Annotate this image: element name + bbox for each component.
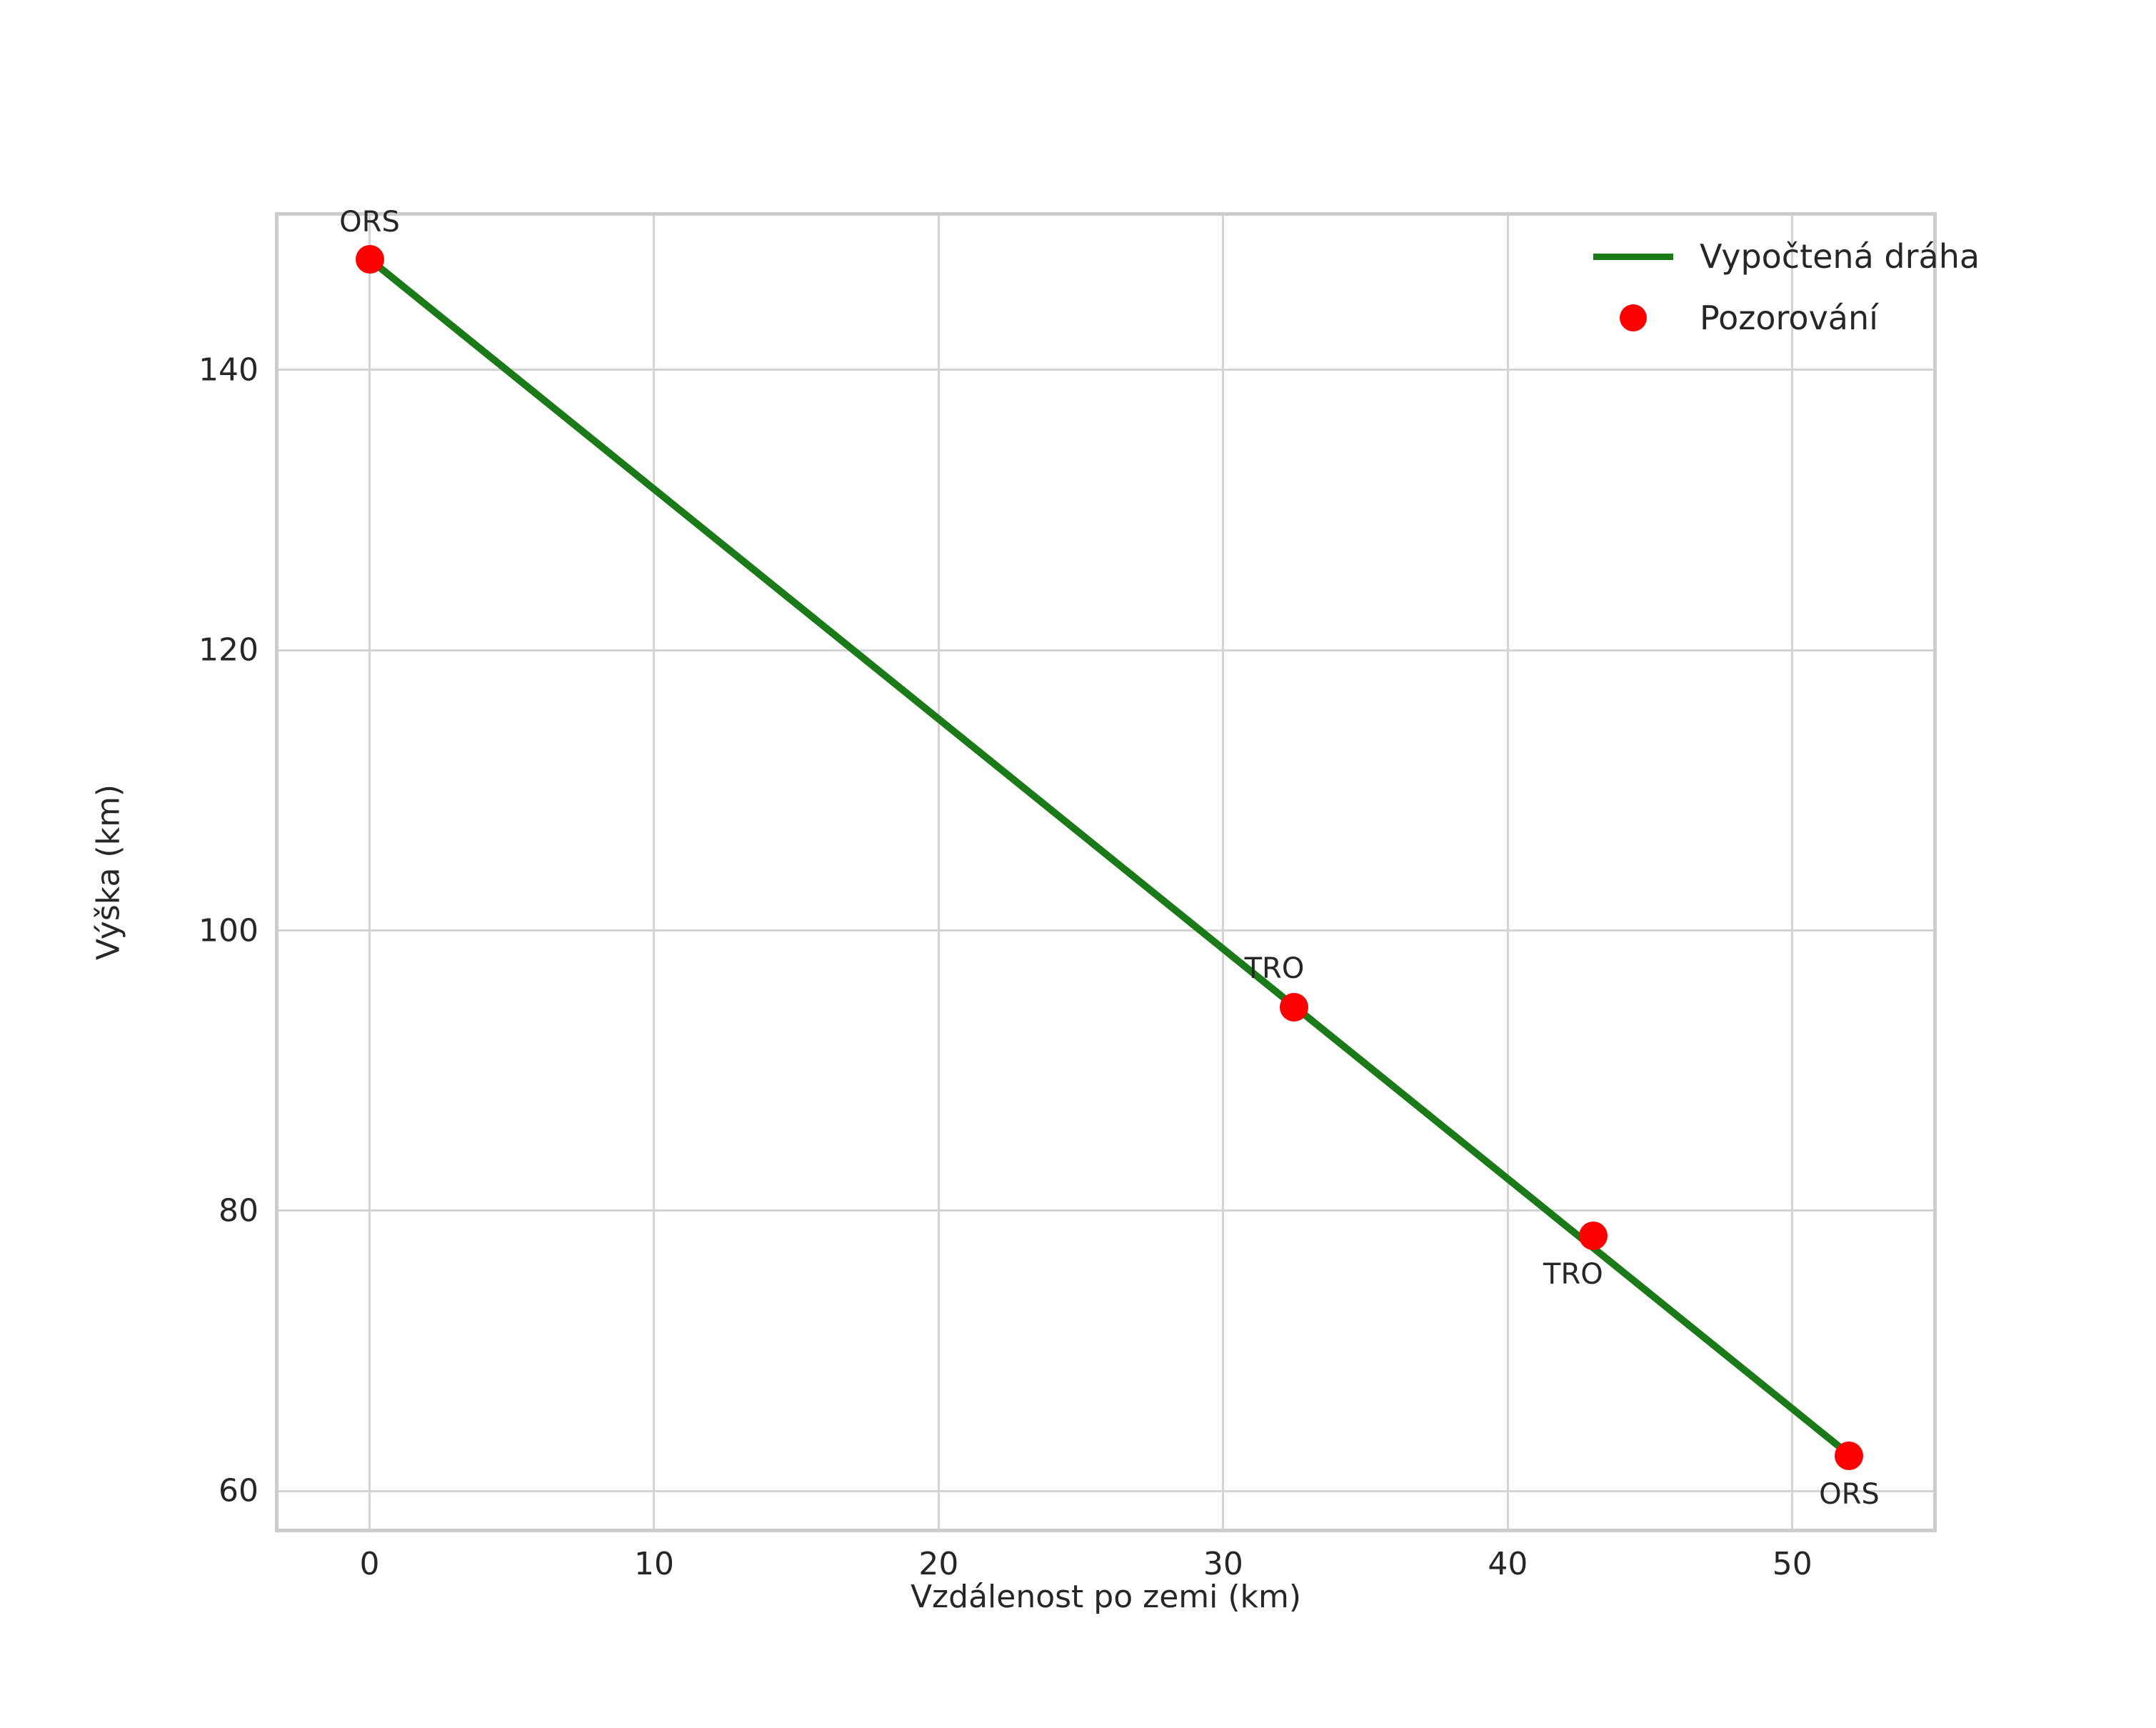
gridline-y bbox=[279, 369, 1933, 371]
x-tick-label: 10 bbox=[633, 1546, 674, 1582]
y-tick-label: 140 bbox=[199, 351, 259, 389]
observation-point-label: ORS bbox=[339, 205, 400, 239]
gridline-x bbox=[1791, 216, 1794, 1529]
gridline-x bbox=[937, 216, 940, 1529]
x-tick-label: 40 bbox=[1488, 1546, 1528, 1582]
legend-line-swatch bbox=[1587, 253, 1680, 260]
legend-entry-marker: Pozorování bbox=[1587, 296, 1980, 339]
gridline-x bbox=[1222, 216, 1225, 1529]
gridline-x bbox=[1506, 216, 1509, 1529]
gridline-y bbox=[279, 929, 1933, 932]
x-axis-title: Vzdálenost po zemi (km) bbox=[910, 1579, 1302, 1615]
x-tick-label: 50 bbox=[1772, 1546, 1812, 1582]
legend-entry-line: Vypočtená dráha bbox=[1587, 235, 1980, 278]
y-tick-label: 80 bbox=[219, 1192, 259, 1229]
gridline-y bbox=[279, 649, 1933, 651]
gridline-x bbox=[368, 216, 371, 1529]
legend-marker-swatch bbox=[1587, 304, 1680, 331]
gridlines bbox=[279, 216, 1933, 1529]
observation-markers: ORS TRO TRO ORS bbox=[279, 206, 1933, 1529]
gridline-y bbox=[279, 1209, 1933, 1212]
x-tick-label: 0 bbox=[359, 1546, 380, 1582]
legend: Vypočtená dráha Pozorování bbox=[1587, 225, 1980, 339]
gridline-y bbox=[279, 1489, 1933, 1492]
legend-label-observation: Pozorování bbox=[1700, 299, 1878, 337]
observation-marker bbox=[1835, 1442, 1864, 1471]
y-tick-label: 60 bbox=[219, 1472, 259, 1509]
y-axis-title: Výška (km) bbox=[90, 784, 127, 961]
data-layer bbox=[365, 255, 1847, 1453]
observation-marker bbox=[1578, 1222, 1608, 1251]
observation-point-label: ORS bbox=[1819, 1478, 1880, 1512]
observation-marker bbox=[1280, 993, 1309, 1022]
legend-label-trajectory: Vypočtená dráha bbox=[1700, 237, 1980, 276]
gridline-x bbox=[653, 216, 656, 1529]
observation-marker bbox=[355, 244, 384, 274]
observation-point-label: TRO bbox=[1543, 1258, 1603, 1292]
x-tick-label: 20 bbox=[918, 1546, 959, 1582]
plot-area: ORS TRO TRO ORS 0 10 20 30 40 50 60 80 100 120 140 bbox=[199, 206, 1937, 1582]
x-tick-label: 30 bbox=[1203, 1546, 1243, 1582]
trajectory-line bbox=[365, 255, 1847, 1453]
y-tick-label: 120 bbox=[199, 631, 259, 669]
observation-point-label: TRO bbox=[1244, 952, 1305, 986]
y-tick-label: 100 bbox=[199, 912, 259, 949]
